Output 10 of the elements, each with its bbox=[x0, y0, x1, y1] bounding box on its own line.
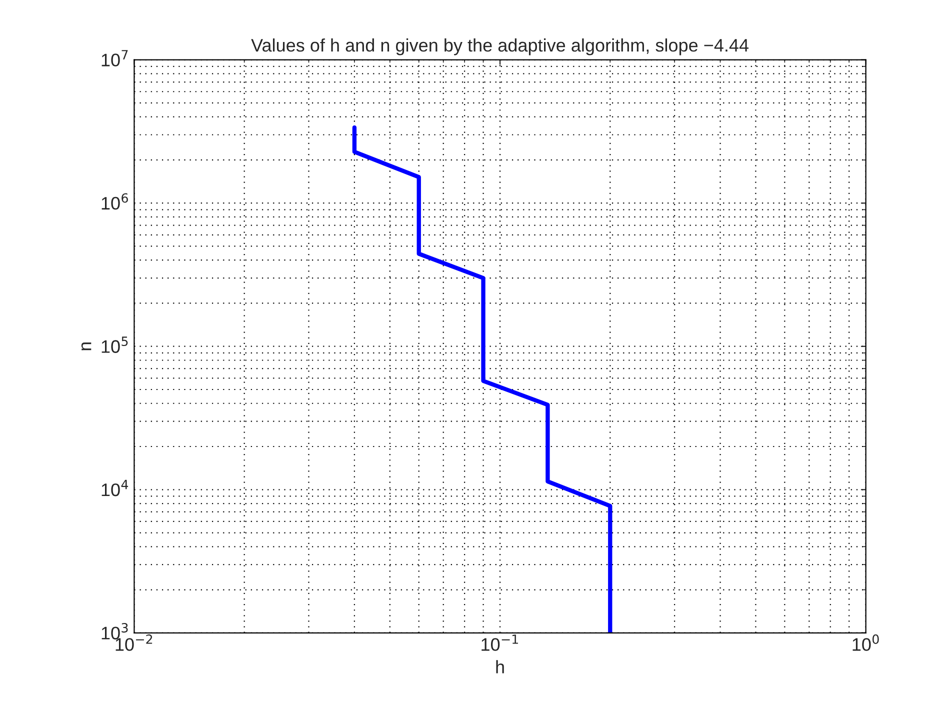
y-tick-label: 10$^{5}$ bbox=[102, 336, 128, 353]
y-tick-label: 10$^{4}$ bbox=[102, 480, 128, 496]
x-axis-title: h bbox=[496, 660, 504, 674]
y-tick-label: 10$^{7}$ bbox=[102, 50, 128, 66]
y-tick-label: 10$^{3}$ bbox=[102, 623, 128, 640]
y-tick-label: 10$^{6}$ bbox=[102, 193, 128, 210]
x-tick-label: 10$^{0}$ bbox=[852, 634, 879, 651]
y-axis-title: n bbox=[81, 342, 92, 350]
x-tick-label: 10$^{−1}$ bbox=[482, 634, 518, 651]
chart-title: Values of h and n given by the adaptive algorithm, slope −4.44 bbox=[251, 38, 749, 56]
